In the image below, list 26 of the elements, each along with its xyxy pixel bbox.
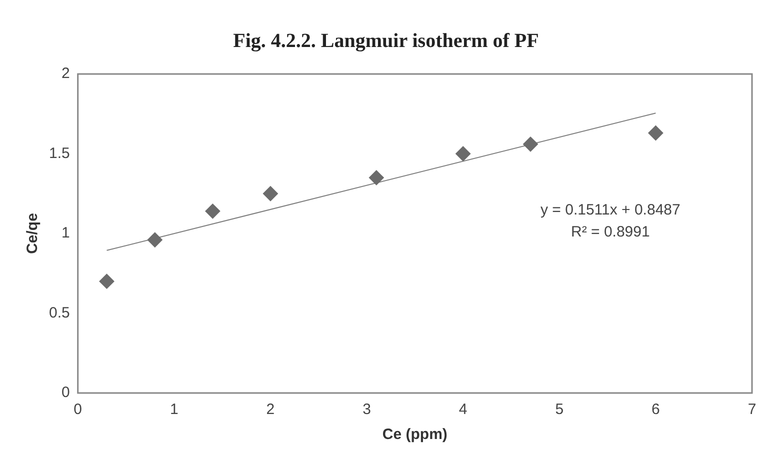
x-tick-label: 5	[555, 401, 564, 418]
point	[205, 204, 220, 219]
point	[147, 232, 162, 248]
point	[456, 146, 471, 162]
x-tick-label: 0	[74, 401, 82, 418]
chart-title: Fig. 4.2.2. Langmuir isotherm of PF	[233, 30, 539, 52]
point	[99, 274, 114, 289]
point	[262, 186, 278, 202]
y-tick-label: 1.5	[48, 144, 70, 162]
point	[368, 170, 384, 186]
x-axis-title: Ce (ppm)	[382, 426, 448, 444]
x-tick-label: 6	[652, 401, 660, 418]
y-tick-label: 0	[62, 384, 70, 402]
point	[648, 126, 664, 141]
y-tick-label: 0.5	[48, 304, 70, 322]
annotation: R² = 0.8991	[571, 224, 650, 241]
annotation: y = 0.1511x + 0.8487	[540, 201, 680, 218]
x-tick-label: 7	[748, 401, 756, 418]
y-tick-label: 2	[62, 65, 70, 82]
x-tick-label: 3	[362, 401, 371, 418]
y-tick-label: 1	[62, 224, 70, 242]
y-axis-title: Ce/qe	[24, 213, 42, 254]
x-tick-label: 1	[170, 401, 178, 418]
point	[522, 136, 538, 152]
x-tick-label: 4	[458, 401, 468, 418]
x-tick-label: 2	[266, 401, 275, 418]
